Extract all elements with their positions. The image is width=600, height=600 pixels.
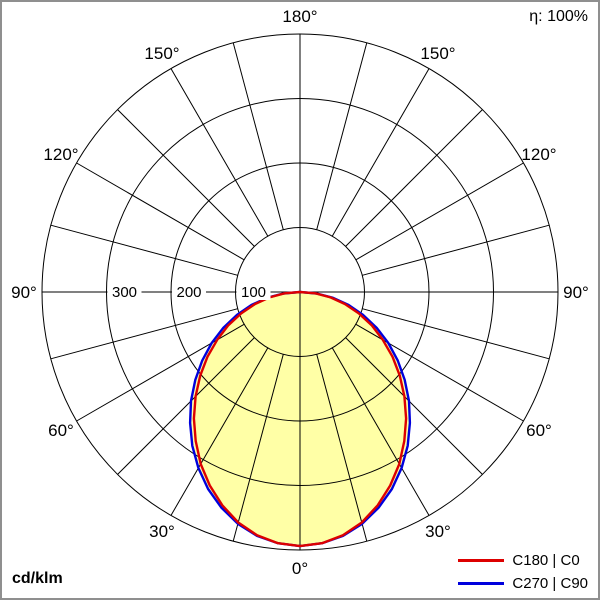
- grid-spoke: [316, 42, 368, 230]
- ring-label-bg: [172, 284, 206, 300]
- angle-label: 120°: [43, 145, 78, 164]
- legend-swatch-c0: [458, 559, 505, 562]
- legend-item: C270 | C90: [458, 575, 588, 592]
- grid-spoke: [362, 224, 550, 276]
- grid-spoke: [345, 337, 483, 475]
- ring-label-bg: [107, 284, 142, 300]
- intensity-curve-c180-c0: [192, 290, 408, 548]
- legend-item: C180 | C0: [458, 552, 588, 569]
- ring-label: 200: [176, 284, 201, 301]
- angle-label: 120°: [521, 145, 556, 164]
- angle-label: 60°: [526, 421, 552, 440]
- angle-label: 90°: [11, 283, 37, 302]
- angle-label: 180°: [282, 7, 317, 26]
- grid-spoke: [76, 162, 245, 261]
- angle-label: 90°: [563, 283, 589, 302]
- grid-spoke: [170, 68, 269, 237]
- angle-label: 150°: [144, 44, 179, 63]
- units-label: cd/klm: [12, 570, 63, 587]
- grid-spoke: [170, 347, 269, 516]
- angle-label: 30°: [149, 522, 175, 541]
- legend-label-c90: C270 | C90: [512, 575, 588, 592]
- angle-label: 150°: [420, 44, 455, 63]
- grid-spoke: [50, 308, 238, 360]
- grid-spoke: [331, 68, 430, 237]
- grid-spoke: [232, 42, 284, 230]
- legend: C180 | C0 C270 | C90: [458, 552, 588, 592]
- angle-label: 30°: [425, 522, 451, 541]
- grid-spoke: [117, 109, 255, 247]
- legend-label-c0: C180 | C0: [512, 552, 580, 569]
- grid-spoke: [345, 109, 483, 247]
- grid-spoke: [50, 224, 238, 276]
- angle-label: 0°: [292, 559, 308, 578]
- legend-swatch-c90: [458, 582, 505, 585]
- ring-label: 100: [241, 284, 266, 301]
- ring-label-bg: [236, 284, 271, 300]
- grid-spoke: [355, 162, 524, 261]
- grid-spoke: [232, 354, 284, 542]
- grid-spoke: [316, 354, 368, 542]
- ring-label: 300: [112, 284, 137, 301]
- grid-spoke: [117, 337, 255, 475]
- angle-label: 60°: [48, 421, 74, 440]
- grid-spoke: [331, 347, 430, 516]
- grid-spoke: [362, 308, 550, 360]
- efficiency-label: η: 100%: [529, 8, 588, 25]
